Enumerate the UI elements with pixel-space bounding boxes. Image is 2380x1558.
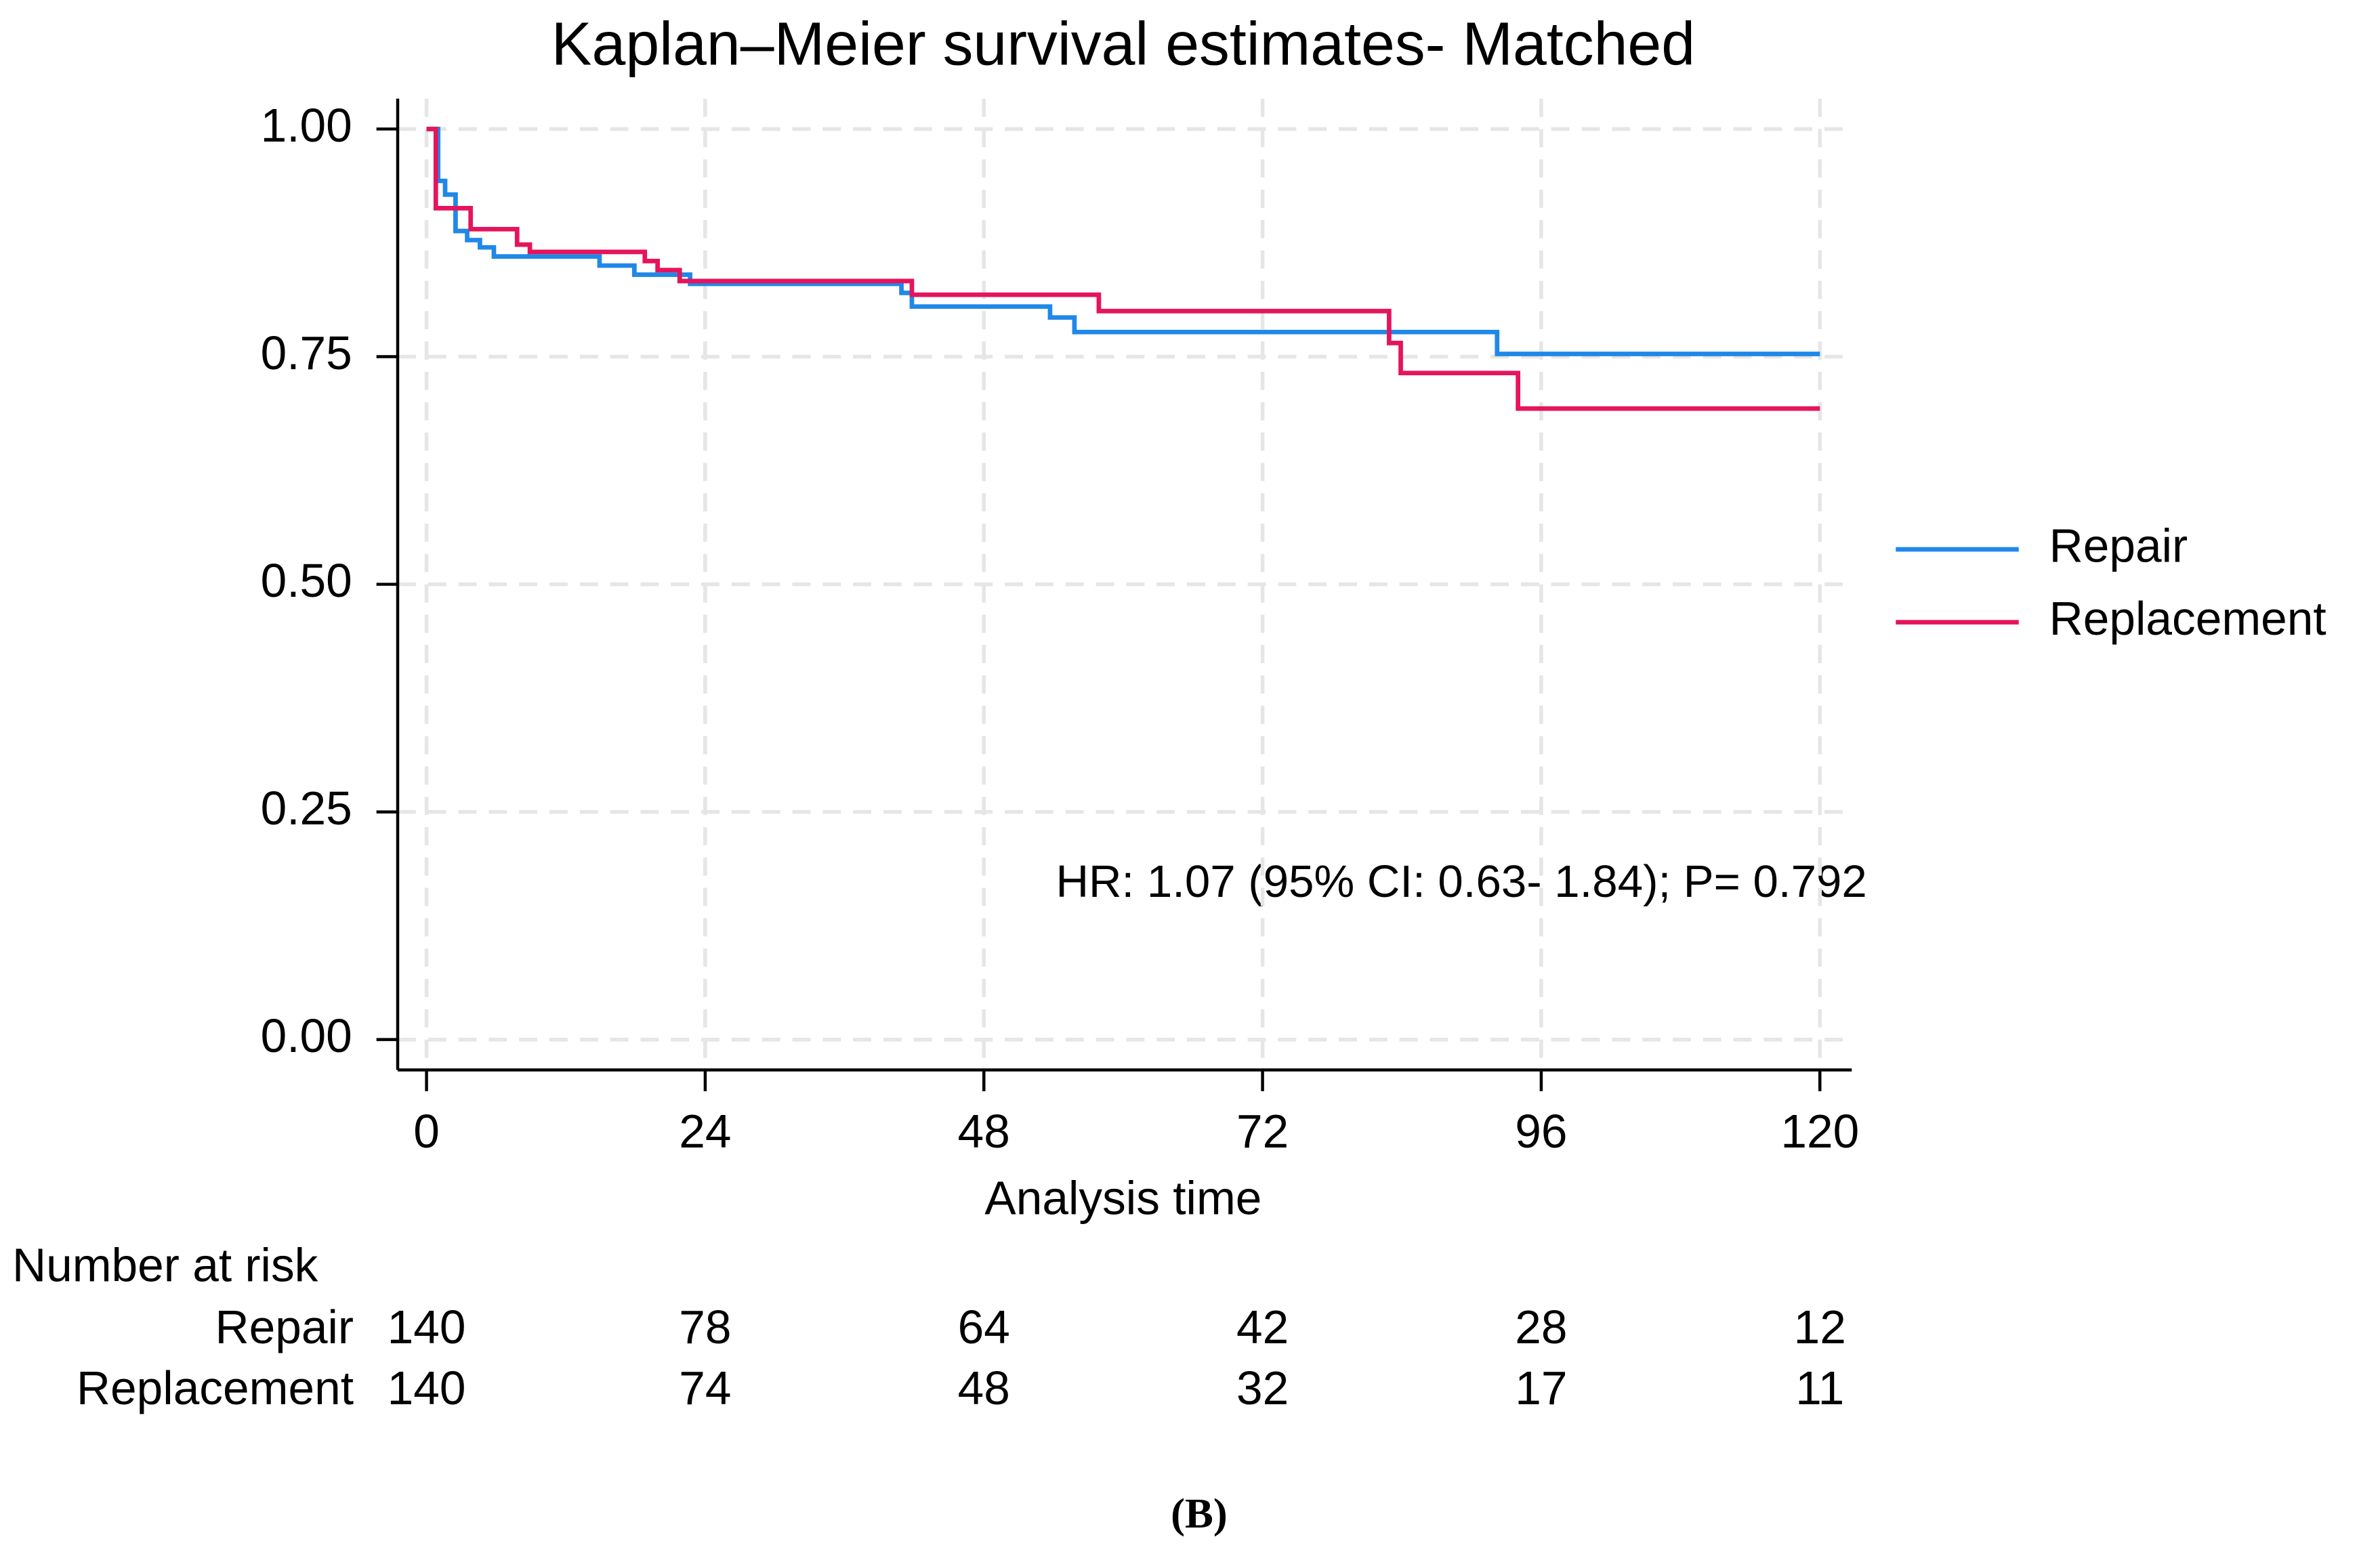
risk-count: 78: [679, 1301, 731, 1353]
risk-table-title: Number at risk: [12, 1238, 318, 1291]
survival-curve: [426, 127, 1820, 356]
legend-label: Repair: [2049, 519, 2188, 572]
risk-count: 17: [1515, 1362, 1567, 1414]
risk-count: 32: [1236, 1362, 1289, 1414]
risk-count: 12: [1794, 1301, 1846, 1353]
risk-count: 140: [388, 1362, 466, 1414]
risk-count: 42: [1236, 1301, 1289, 1353]
risk-row-label: Replacement: [77, 1362, 354, 1414]
risk-count: 74: [679, 1362, 731, 1414]
y-tick-label: 0.25: [261, 782, 352, 835]
x-tick-label: 72: [1236, 1105, 1289, 1158]
y-tick-label: 0.75: [261, 327, 352, 379]
x-tick-label: 24: [679, 1105, 731, 1158]
risk-row-label: Repair: [215, 1301, 354, 1353]
x-tick-label: 0: [413, 1105, 440, 1158]
x-tick-label: 48: [958, 1105, 1010, 1158]
x-axis-label: Analysis time: [984, 1172, 1261, 1225]
chart-title: Kaplan–Meier survival estimates- Matched: [551, 9, 1695, 77]
y-tick-label: 1.00: [261, 99, 352, 152]
x-tick-label: 120: [1780, 1105, 1859, 1158]
caption: (B): [1171, 1490, 1228, 1537]
risk-count: 28: [1515, 1301, 1567, 1353]
risk-count: 64: [958, 1301, 1010, 1353]
risk-count: 11: [1795, 1362, 1844, 1414]
x-tick-label: 96: [1515, 1105, 1567, 1158]
annotation: HR: 1.07 (95% CI: 0.63- 1.84); P= 0.792: [1056, 856, 1866, 907]
y-tick-label: 0.50: [261, 554, 352, 607]
y-tick-label: 0.00: [261, 1009, 352, 1062]
risk-count: 48: [958, 1362, 1010, 1414]
survival-curve: [426, 127, 1820, 411]
legend-label: Replacement: [2049, 592, 2326, 645]
risk-count: 140: [388, 1301, 466, 1353]
